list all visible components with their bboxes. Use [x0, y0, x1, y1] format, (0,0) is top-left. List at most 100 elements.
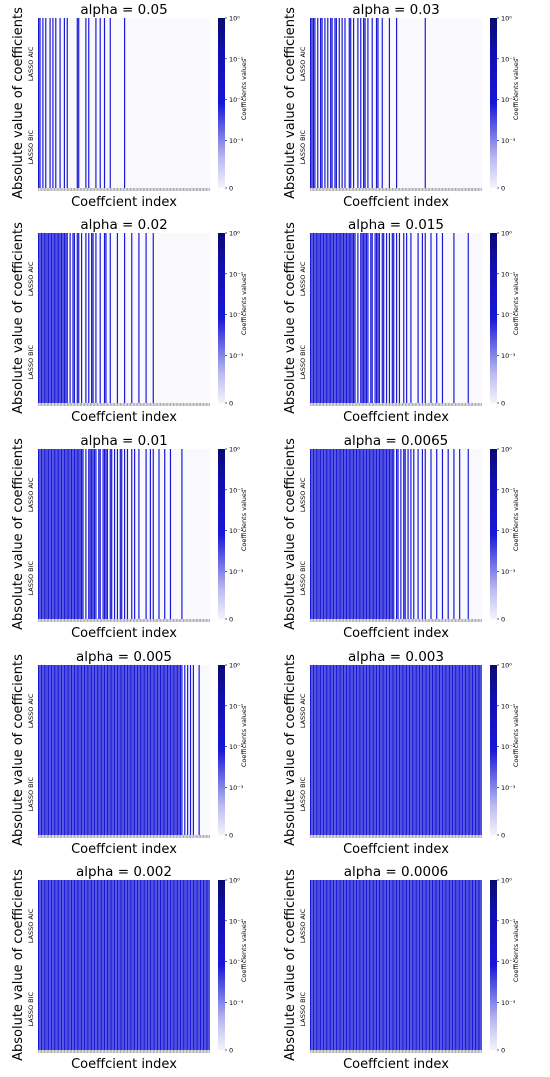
- coefficient-bar: [152, 665, 154, 835]
- coefficient-bar: [321, 665, 323, 835]
- coefficient-bar: [383, 449, 385, 619]
- colorbar-tick-label: 0: [501, 400, 505, 408]
- row-label-bic: LASSO BIC: [27, 344, 35, 379]
- coefficient-bar: [427, 665, 429, 835]
- coefficient-bar: [441, 665, 444, 835]
- coefficient-bar: [388, 233, 391, 403]
- coefficient-bar: [42, 18, 44, 188]
- coefficient-bar: [397, 880, 399, 1050]
- coefficient-bar: [330, 880, 332, 1050]
- coefficient-bar: [414, 880, 416, 1050]
- coefficient-bar: [145, 233, 147, 403]
- coefficient-bar: [317, 449, 319, 619]
- coefficient-bar: [55, 880, 57, 1050]
- coefficient-bar: [76, 449, 78, 619]
- colorbar-tick-label: 10⁻²: [229, 527, 244, 535]
- coefficient-bar: [321, 449, 323, 619]
- coefficient-bar: [73, 880, 76, 1050]
- coefficient-bar: [113, 665, 116, 835]
- coefficient-bar: [361, 233, 363, 403]
- coefficient-bar: [340, 880, 342, 1050]
- coefficient-bar: [385, 233, 388, 403]
- coefficient-bar: [341, 665, 343, 835]
- coefficient-bar: [404, 449, 406, 619]
- subplot-title: alpha = 0.003: [348, 649, 444, 665]
- coefficient-bar: [461, 880, 464, 1050]
- colorbar-tick-label: 10⁻³: [229, 999, 244, 1007]
- coefficient-bar: [79, 449, 81, 619]
- coefficient-bar: [457, 665, 459, 835]
- coefficient-bar: [338, 665, 340, 835]
- coefficient-bar: [368, 880, 370, 1050]
- coefficient-bar: [363, 880, 365, 1050]
- coefficient-bar: [467, 449, 469, 619]
- coefficient-bar: [384, 449, 386, 619]
- coefficient-bar: [102, 665, 104, 835]
- coefficient-bar: [172, 665, 174, 835]
- coefficient-bar: [311, 880, 313, 1050]
- coefficient-bar: [136, 880, 139, 1050]
- coefficient-bar: [146, 880, 149, 1050]
- row-label-bic: LASSO BIC: [299, 776, 307, 811]
- coefficient-bar: [121, 880, 123, 1050]
- coefficient-bar: [58, 665, 60, 835]
- coefficient-bar: [335, 880, 337, 1050]
- coefficient-bar: [454, 880, 456, 1050]
- coefficient-bar: [338, 233, 340, 403]
- coefficient-bar: [466, 880, 468, 1050]
- coefficient-bar: [325, 233, 327, 403]
- coefficient-bar: [105, 665, 107, 835]
- coefficient-bar: [334, 665, 336, 835]
- row-label-bic: LASSO BIC: [27, 991, 35, 1026]
- coefficient-bar: [337, 665, 339, 835]
- colorbar: [490, 18, 497, 188]
- coefficient-bar: [95, 233, 97, 403]
- coefficient-bar: [91, 880, 93, 1050]
- coefficient-bar: [59, 880, 61, 1050]
- coefficient-bar: [99, 665, 101, 835]
- coefficient-bar: [358, 449, 360, 619]
- coefficient-bar: [365, 233, 368, 403]
- coefficient-bar: [331, 880, 333, 1050]
- colorbar-tick-label: 10⁻¹: [501, 702, 516, 710]
- coefficient-bar: [185, 880, 187, 1050]
- coefficient-bar: [191, 880, 193, 1050]
- coefficient-bar: [407, 449, 409, 619]
- coefficient-bar: [207, 880, 209, 1050]
- coefficient-bar: [43, 449, 45, 619]
- coefficient-bar: [169, 449, 172, 619]
- coefficient-bar: [420, 665, 422, 835]
- coefficient-bar: [181, 880, 183, 1050]
- coefficient-bar: [377, 18, 379, 188]
- coefficient-bar: [373, 449, 375, 619]
- coefficient-bar: [85, 18, 87, 188]
- coefficient-bar: [49, 18, 51, 188]
- coefficient-bar: [145, 665, 147, 835]
- coefficient-bar: [124, 880, 126, 1050]
- coefficient-bar: [95, 665, 97, 835]
- coefficient-bar: [406, 665, 408, 835]
- coefficient-bar: [178, 880, 180, 1050]
- coefficient-bar: [394, 665, 396, 835]
- coefficient-bar: [367, 665, 369, 835]
- coefficient-bar: [69, 449, 71, 619]
- coefficient-bar: [374, 233, 376, 403]
- coefficient-bar: [378, 880, 380, 1050]
- coefficient-bar: [430, 880, 432, 1050]
- row-label-bic: LASSO BIC: [299, 129, 307, 164]
- coefficient-bar: [418, 880, 421, 1050]
- coefficient-bar: [48, 449, 50, 619]
- coefficient-bar: [148, 665, 150, 835]
- coefficient-bar: [417, 233, 419, 403]
- coefficient-bar: [436, 880, 438, 1050]
- coefficient-bar: [347, 449, 349, 619]
- coefficient-bar: [91, 449, 93, 619]
- coefficient-bar: [50, 665, 53, 835]
- coefficient-bar: [101, 665, 103, 835]
- coefficient-bar: [39, 18, 41, 188]
- coefficient-bar: [451, 880, 454, 1050]
- coefficient-bar: [149, 880, 151, 1050]
- coefficient-bar: [184, 665, 186, 835]
- coefficient-bar: [404, 665, 406, 835]
- colorbar-tick-label: 10⁰: [501, 230, 512, 238]
